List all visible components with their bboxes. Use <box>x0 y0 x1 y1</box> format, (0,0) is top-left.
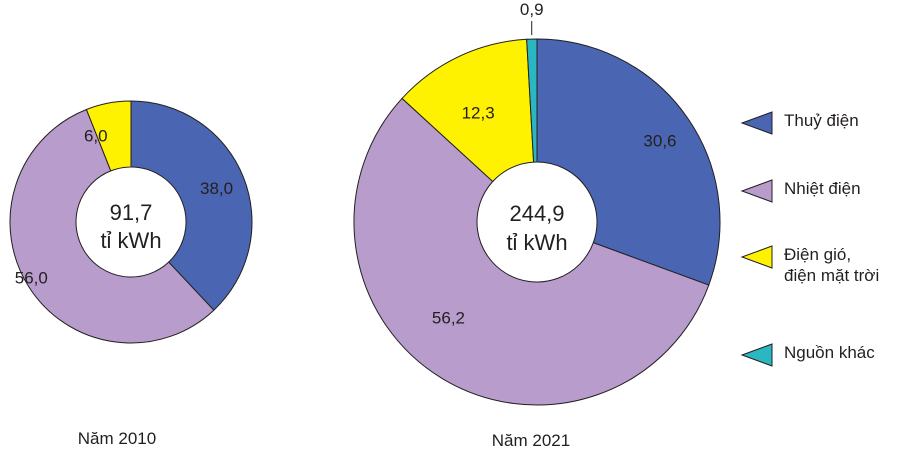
slice-label-1-0: 30,6 <box>643 132 676 151</box>
donut-2010: 38,0 56,0 6,0 91,7 tỉ kWh Năm 2010 <box>9 100 253 448</box>
legend-swatch-shape <box>740 179 773 203</box>
legend-item-dien-gio: Điện gió, điện mặt trời <box>740 244 879 286</box>
legend-item-nhiet-dien: Nhiệt điện <box>740 178 861 204</box>
legend-swatch-shape <box>740 245 773 269</box>
center-unit-1: tỉ kWh <box>506 230 567 255</box>
slice-1-1 <box>353 97 710 406</box>
legend-swatch-shape <box>740 111 773 135</box>
slice-label-1-1: 56,2 <box>432 308 465 327</box>
slice-label-0-0: 38,0 <box>200 179 233 198</box>
slice-0-0 <box>130 100 253 311</box>
slice-0-1 <box>9 108 215 344</box>
legend-swatch <box>740 111 773 135</box>
slice-0-2 <box>85 100 132 172</box>
legend-label: Thuỷ điện <box>784 111 859 130</box>
legend-swatch-shape <box>740 343 773 367</box>
legend-swatch <box>740 343 773 367</box>
slice-label-0-1: 56,0 <box>15 268 48 287</box>
legend-swatch <box>740 245 773 269</box>
donut-2021: 30,6 56,2 12,3 0,9 244,9 tỉ kWh Năm 2021 <box>353 0 721 450</box>
legend-label: Nguồn khác <box>784 343 875 362</box>
legend-swatch <box>740 179 773 203</box>
center-value-1: 244,9 <box>509 201 564 226</box>
slice-label-1-2: 12,3 <box>462 103 495 122</box>
legend-item-thuy-dien: Thuỷ điện <box>740 110 859 136</box>
slice-1-0 <box>536 38 721 286</box>
slice-1-2 <box>401 38 535 183</box>
year-label-0: Năm 2010 <box>78 429 156 448</box>
legend-label: Nhiệt điện <box>784 179 861 198</box>
slice-label-0-2: 6,0 <box>84 127 108 146</box>
legend-item-nguon-khac: Nguồn khác <box>740 342 875 368</box>
legend-label: Điện gió, điện mặt trời <box>784 245 880 285</box>
center-unit-0: tỉ kWh <box>100 228 161 253</box>
center-value-0: 91,7 <box>110 200 153 225</box>
slice-1-3 <box>526 38 538 163</box>
year-label-1: Năm 2021 <box>492 431 570 450</box>
slice-label-1-3: 0,9 <box>520 0 544 19</box>
